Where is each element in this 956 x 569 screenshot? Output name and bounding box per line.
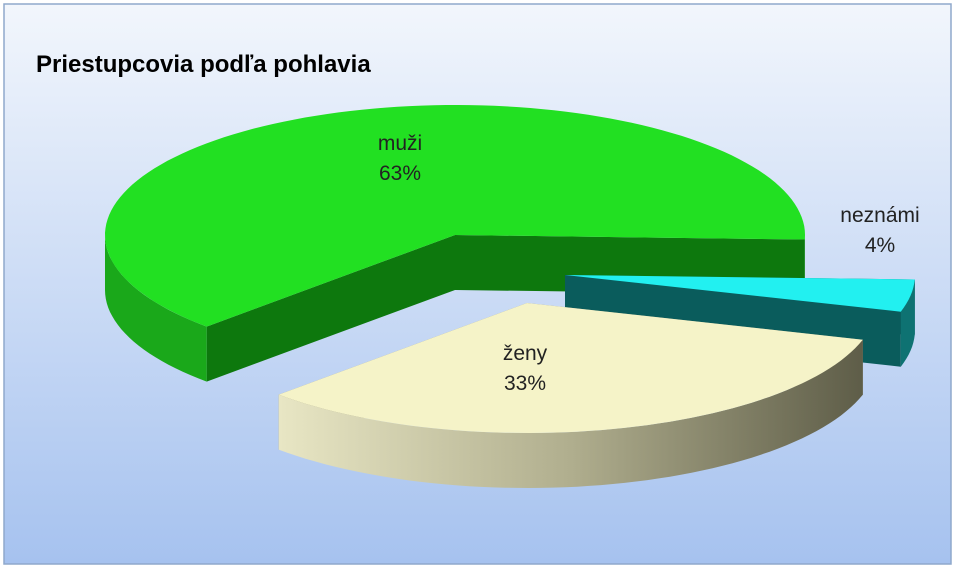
data-label: ženy 33% xyxy=(503,342,548,395)
slice-top xyxy=(105,105,805,327)
pie-slice xyxy=(105,105,805,382)
slice-category: neznámi xyxy=(840,204,919,227)
slice-category: ženy xyxy=(503,342,548,365)
chart-title: Priestupcovia podľa pohlavia xyxy=(36,51,371,78)
slice-side xyxy=(900,279,915,367)
slice-top xyxy=(278,303,863,433)
data-label: muži 63% xyxy=(378,132,422,185)
slice-value-label: 33% xyxy=(504,372,546,395)
data-label: neznámi 4% xyxy=(840,204,919,257)
pie-slice xyxy=(278,303,863,488)
slice-side xyxy=(105,235,207,382)
slice-value-label: 63% xyxy=(379,162,421,185)
slice-side xyxy=(278,339,863,488)
slice-top xyxy=(565,275,915,312)
slice-value-label: 4% xyxy=(865,234,895,257)
slice-cut-wall xyxy=(206,235,455,382)
slice-category: muži xyxy=(378,132,422,155)
